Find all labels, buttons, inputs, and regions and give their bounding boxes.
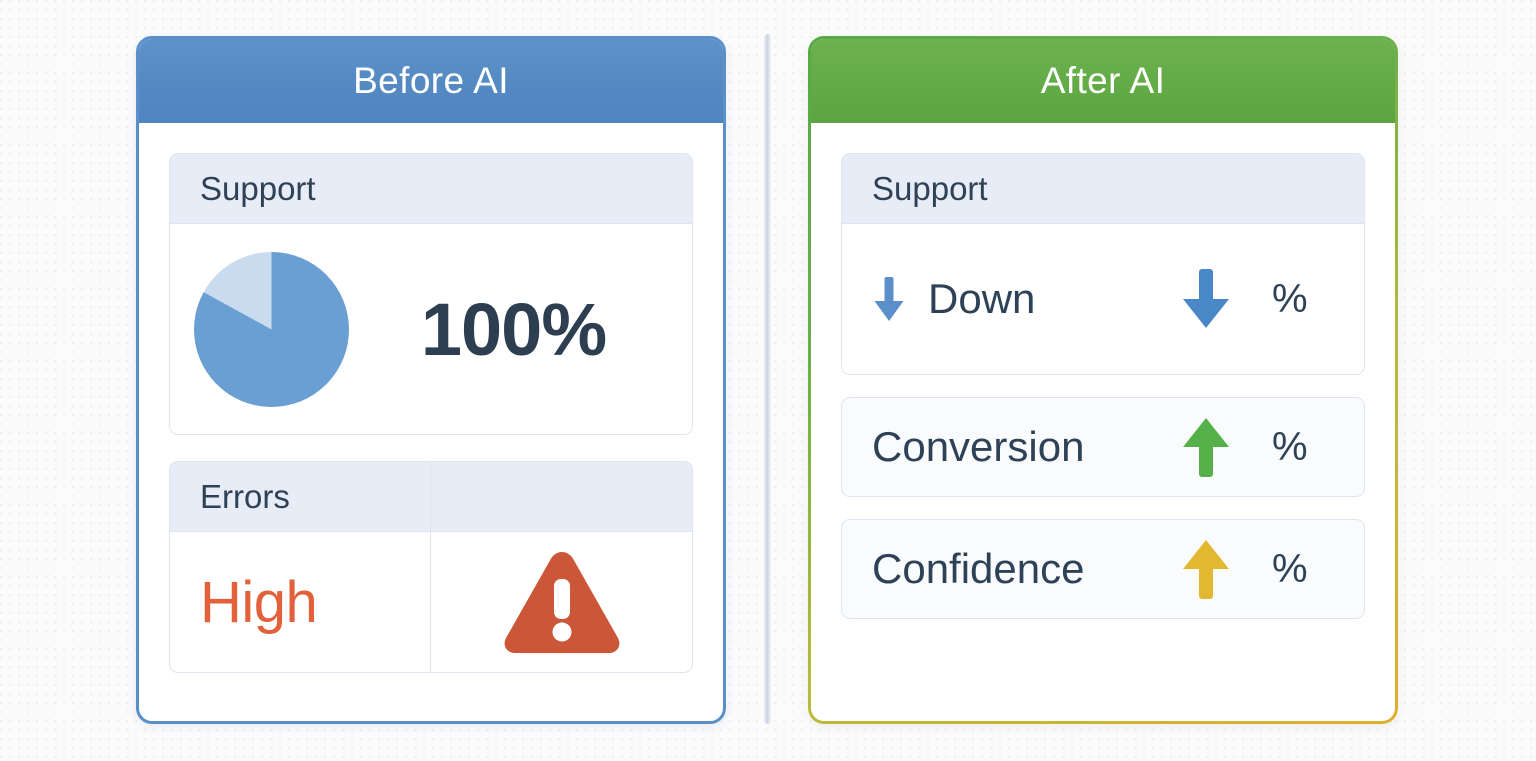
support-metric-panel[interactable]: Support 100% bbox=[169, 153, 693, 435]
warning-triangle-icon bbox=[504, 552, 619, 653]
support-panel-header: Support bbox=[170, 154, 692, 224]
errors-header-spacer bbox=[431, 462, 692, 532]
after-ai-header: After AI bbox=[811, 39, 1395, 123]
metric-row-conversion[interactable]: Conversion % bbox=[841, 397, 1365, 497]
errors-value: High bbox=[200, 569, 318, 635]
metric-row-confidence[interactable]: Confidence % bbox=[841, 519, 1365, 619]
after-support-label: Support bbox=[872, 169, 988, 207]
confidence-label: Confidence bbox=[872, 545, 1085, 592]
panel-divider bbox=[764, 34, 771, 724]
errors-panel-header: Errors bbox=[170, 462, 430, 532]
conversion-label: Conversion bbox=[872, 423, 1085, 470]
conversion-unit: % bbox=[1272, 424, 1308, 469]
after-ai-card: After AI Support Down bbox=[808, 36, 1398, 724]
metric-row-support[interactable]: Support Down % bbox=[841, 153, 1365, 375]
before-ai-card: Before AI Support 100% Errors bbox=[136, 36, 726, 724]
errors-right-column bbox=[431, 462, 692, 672]
support-panel-content: 100% bbox=[170, 224, 692, 434]
after-ai-body: Support Down % bbox=[811, 123, 1395, 721]
after-support-trend-label: Down bbox=[928, 275, 1036, 322]
errors-metric-panel[interactable]: Errors High bbox=[169, 461, 693, 673]
before-ai-body: Support 100% Errors High bbox=[139, 123, 723, 721]
arrow-down-icon bbox=[874, 277, 904, 321]
after-ai-title: After AI bbox=[1040, 60, 1166, 101]
errors-left-column: Errors High bbox=[170, 462, 431, 672]
confidence-unit: % bbox=[1272, 546, 1308, 591]
errors-grid: Errors High bbox=[170, 462, 692, 672]
support-pie-chart bbox=[194, 251, 349, 407]
arrow-down-indicator-icon bbox=[1183, 269, 1229, 328]
before-ai-title: Before AI bbox=[353, 60, 509, 101]
errors-icon-cell bbox=[431, 532, 692, 672]
after-support-panel-header: Support bbox=[842, 154, 1364, 224]
support-value: 100% bbox=[420, 287, 607, 371]
support-label: Support bbox=[200, 169, 316, 207]
errors-label: Errors bbox=[200, 477, 290, 515]
arrow-up-indicator-icon bbox=[1183, 418, 1229, 477]
errors-value-cell: High bbox=[170, 532, 430, 672]
after-support-unit: % bbox=[1272, 276, 1308, 321]
after-support-content: Down % bbox=[842, 224, 1364, 374]
arrow-up-indicator-icon bbox=[1183, 540, 1229, 599]
before-ai-header: Before AI bbox=[139, 39, 723, 123]
